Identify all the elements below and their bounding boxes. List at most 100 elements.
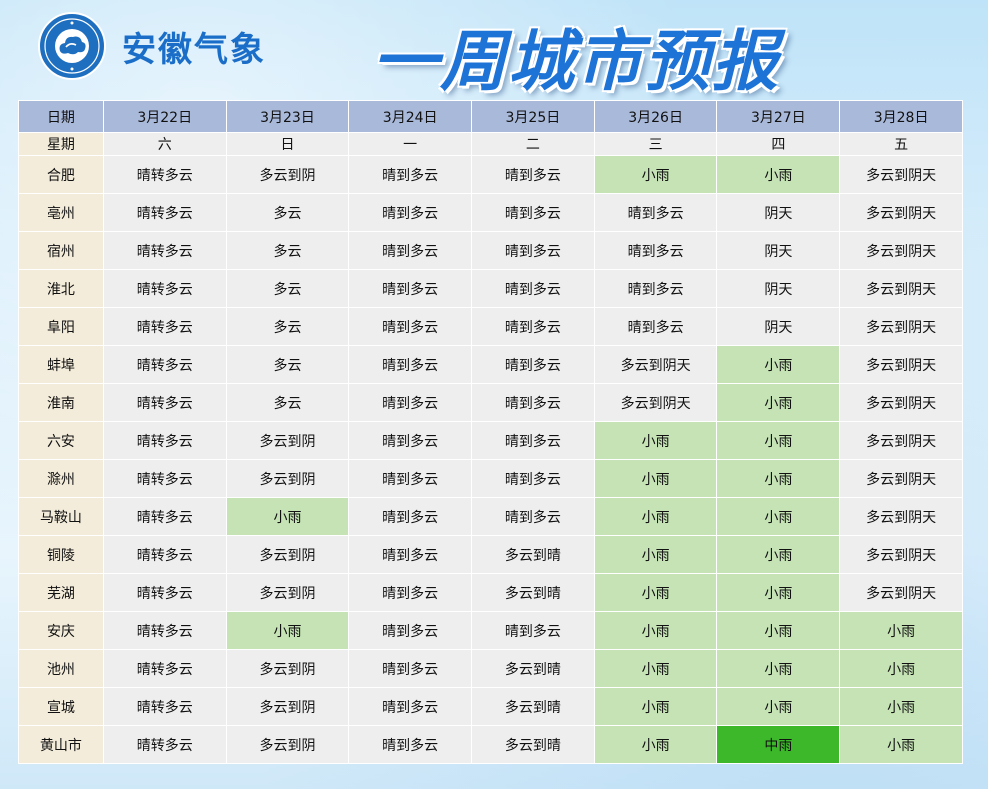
forecast-cell: 晴到多云	[471, 421, 595, 460]
forecast-cell: 晴转多云	[102, 573, 227, 612]
forecast-cell: 多云	[225, 231, 350, 270]
table-row: 六安 晴转多云 多云到阴 晴到多云 晴到多云 小雨 小雨 多云到阴天	[18, 421, 963, 460]
forecast-cell: 晴到多云	[593, 193, 718, 232]
forecast-cell: 晴到多云	[593, 307, 718, 346]
table-row: 蚌埠 晴转多云 多云 晴到多云 晴到多云 多云到阴天 小雨 多云到阴天	[18, 345, 963, 384]
forecast-cell: 小雨	[593, 535, 718, 574]
forecast-cell: 多云到阴天	[839, 497, 963, 536]
forecast-cell: 小雨	[839, 611, 963, 650]
forecast-cell: 中雨	[716, 725, 841, 764]
forecast-cell: 小雨	[225, 611, 350, 650]
forecast-cell: 小雨	[716, 611, 841, 650]
forecast-cell: 晴到多云	[348, 421, 473, 460]
forecast-cell: 晴到多云	[348, 725, 473, 764]
forecast-cell: 多云到阴	[225, 573, 350, 612]
forecast-cell: 晴转多云	[102, 497, 227, 536]
forecast-cell: 晴到多云	[471, 231, 595, 270]
forecast-cell: 晴到多云	[348, 687, 473, 726]
forecast-cell: 多云到阴天	[839, 307, 963, 346]
forecast-cell: 小雨	[593, 155, 718, 194]
forecast-cell: 小雨	[716, 573, 841, 612]
city-name: 池州	[18, 649, 104, 688]
forecast-cell: 多云到阴	[225, 155, 350, 194]
org-name: 安徽气象	[122, 30, 266, 70]
city-name: 宿州	[18, 231, 104, 270]
forecast-cell: 多云到晴	[471, 687, 595, 726]
city-name: 亳州	[18, 193, 104, 232]
forecast-cell: 晴到多云	[348, 345, 473, 384]
date-header: 3月27日	[716, 100, 841, 133]
forecast-cell: 多云到阴天	[839, 155, 963, 194]
forecast-cell: 晴到多云	[348, 307, 473, 346]
weekday-cell: 三	[593, 132, 718, 156]
forecast-cell: 多云到阴	[225, 687, 350, 726]
forecast-cell: 晴转多云	[102, 269, 227, 308]
forecast-cell: 晴转多云	[102, 345, 227, 384]
forecast-cell: 多云到阴	[225, 459, 350, 498]
forecast-cell: 多云到阴	[225, 649, 350, 688]
forecast-cell: 阴天	[716, 231, 841, 270]
forecast-cell: 晴到多云	[348, 269, 473, 308]
weekday-row: 星期 六 日 一 二 三 四 五	[18, 132, 963, 156]
forecast-cell: 小雨	[593, 459, 718, 498]
forecast-cell: 小雨	[839, 649, 963, 688]
forecast-cell: 晴到多云	[471, 611, 595, 650]
table-row: 芜湖 晴转多云 多云到阴 晴到多云 多云到晴 小雨 小雨 多云到阴天	[18, 573, 963, 612]
forecast-cell: 晴到多云	[471, 383, 595, 422]
forecast-cell: 多云到阴	[225, 535, 350, 574]
forecast-cell: 多云到阴天	[839, 383, 963, 422]
forecast-cell: 小雨	[716, 459, 841, 498]
forecast-cell: 多云	[225, 269, 350, 308]
forecast-cell: 小雨	[593, 573, 718, 612]
table-row: 安庆 晴转多云 小雨 晴到多云 晴到多云 小雨 小雨 小雨	[18, 611, 963, 650]
forecast-cell: 晴到多云	[348, 611, 473, 650]
forecast-cell: 晴转多云	[102, 535, 227, 574]
city-name: 安庆	[18, 611, 104, 650]
city-name: 阜阳	[18, 307, 104, 346]
forecast-cell: 晴转多云	[102, 611, 227, 650]
header: 安徽气象 一周城市预报	[0, 0, 988, 100]
forecast-cell: 小雨	[593, 611, 718, 650]
table-row: 亳州 晴转多云 多云 晴到多云 晴到多云 晴到多云 阴天 多云到阴天	[18, 193, 963, 232]
table-row: 合肥 晴转多云 多云到阴 晴到多云 晴到多云 小雨 小雨 多云到阴天	[18, 155, 963, 194]
page-title: 一周城市预报	[372, 23, 780, 100]
forecast-cell: 多云到阴天	[839, 573, 963, 612]
forecast-cell: 晴到多云	[348, 383, 473, 422]
forecast-cell: 多云	[225, 345, 350, 384]
forecast-cell: 晴到多云	[471, 193, 595, 232]
city-name: 马鞍山	[18, 497, 104, 536]
city-name: 蚌埠	[18, 345, 104, 384]
table-row: 淮南 晴转多云 多云 晴到多云 晴到多云 多云到阴天 小雨 多云到阴天	[18, 383, 963, 422]
forecast-cell: 晴转多云	[102, 155, 227, 194]
date-header: 3月23日	[225, 100, 350, 133]
table-row: 黄山市 晴转多云 多云到阴 晴到多云 多云到晴 小雨 中雨 小雨	[18, 725, 963, 764]
forecast-cell: 阴天	[716, 269, 841, 308]
forecast-cell: 小雨	[593, 687, 718, 726]
forecast-cell: 晴转多云	[102, 307, 227, 346]
weekday-cell: 六	[102, 132, 227, 156]
forecast-cell: 晴到多云	[348, 459, 473, 498]
city-name: 黄山市	[18, 725, 104, 764]
forecast-cell: 小雨	[593, 497, 718, 536]
forecast-cell: 阴天	[716, 193, 841, 232]
table-row: 池州 晴转多云 多云到阴 晴到多云 多云到晴 小雨 小雨 小雨	[18, 649, 963, 688]
forecast-cell: 多云到阴天	[839, 269, 963, 308]
forecast-cell: 小雨	[716, 155, 841, 194]
date-label: 日期	[18, 100, 104, 133]
date-header: 3月24日	[348, 100, 473, 133]
forecast-cell: 小雨	[716, 649, 841, 688]
forecast-cell: 小雨	[225, 497, 350, 536]
forecast-cell: 晴到多云	[593, 231, 718, 270]
city-name: 滁州	[18, 459, 104, 498]
forecast-cell: 小雨	[593, 725, 718, 764]
weekday-cell: 日	[225, 132, 350, 156]
forecast-cell: 多云到晴	[471, 573, 595, 612]
forecast-cell: 晴转多云	[102, 421, 227, 460]
forecast-cell: 小雨	[839, 725, 963, 764]
city-name: 宣城	[18, 687, 104, 726]
forecast-cell: 晴到多云	[348, 649, 473, 688]
date-header-row: 日期 3月22日 3月23日 3月24日 3月25日 3月26日 3月27日 3…	[18, 100, 963, 133]
forecast-cell: 晴转多云	[102, 649, 227, 688]
date-header: 3月26日	[593, 100, 718, 133]
forecast-cell: 多云	[225, 383, 350, 422]
